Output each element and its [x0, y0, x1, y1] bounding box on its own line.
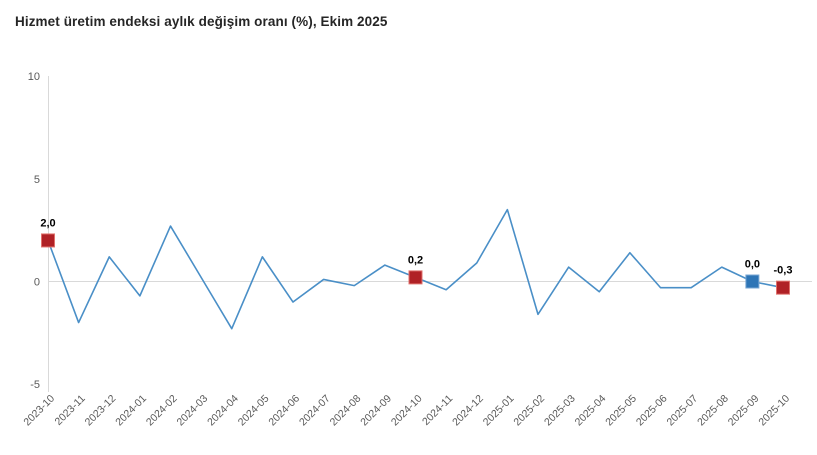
data-marker-2024-10: [408, 270, 423, 285]
x-axis-tick-label: 2025-05: [603, 393, 639, 429]
data-marker-2023-10: [41, 233, 55, 248]
x-axis-tick-label: 2024-12: [450, 393, 486, 429]
data-label-2024-10: 0,2: [408, 254, 423, 266]
series-line: [47, 208, 784, 330]
x-axis-tick-label: 2025-06: [634, 393, 670, 429]
y-axis-tick-label: -5: [30, 379, 40, 391]
y-axis-tick-label: 5: [34, 174, 40, 186]
x-axis-tick-label: 2025-08: [695, 393, 731, 429]
x-axis-tick-label: 2023-10: [21, 393, 57, 429]
x-axis-tick-label: 2025-04: [573, 393, 609, 429]
data-label-2023-10: 2,0: [40, 217, 55, 229]
data-label-2025-10: -0,3: [774, 265, 793, 277]
x-axis-tick-label: 2025-03: [542, 393, 578, 429]
x-axis-tick-label: 2024-08: [328, 393, 364, 429]
x-axis-tick-label: 2024-03: [175, 393, 211, 429]
x-axis-tick-label: 2023-11: [53, 393, 88, 428]
x-axis-tick-label: 2024-06: [266, 393, 302, 429]
x-axis-tick-label: 2024-11: [420, 393, 455, 428]
x-axis-tick-label: 2025-10: [756, 393, 792, 429]
x-axis-tick-label: 2024-09: [358, 393, 394, 429]
x-axis-tick-label: 2024-07: [297, 393, 333, 429]
y-axis-tick-label: 0: [34, 277, 40, 289]
x-axis-tick-label: 2024-04: [205, 393, 241, 429]
x-axis-tick-label: 2025-02: [511, 393, 547, 429]
x-axis-tick-label: 2025-01: [481, 393, 517, 429]
chart-title: Hizmet üretim endeksi aylık değişim oran…: [15, 14, 388, 29]
x-axis-tick-label: 2024-02: [144, 393, 180, 429]
x-axis-tick-label: 2024-10: [389, 393, 425, 429]
data-label-2025-09: 0,0: [745, 259, 760, 271]
x-axis-tick-label: 2024-01: [113, 393, 149, 429]
x-axis-tick-label: 2025-09: [726, 393, 762, 429]
x-axis-tick-label: 2023-12: [83, 393, 119, 429]
x-axis-tick-label: 2024-05: [236, 393, 272, 429]
data-marker-2025-10: [776, 280, 790, 295]
data-marker-2025-09: [745, 274, 760, 289]
y-axis-tick-label: 10: [28, 71, 40, 83]
x-axis-tick-label: 2025-07: [665, 393, 701, 429]
